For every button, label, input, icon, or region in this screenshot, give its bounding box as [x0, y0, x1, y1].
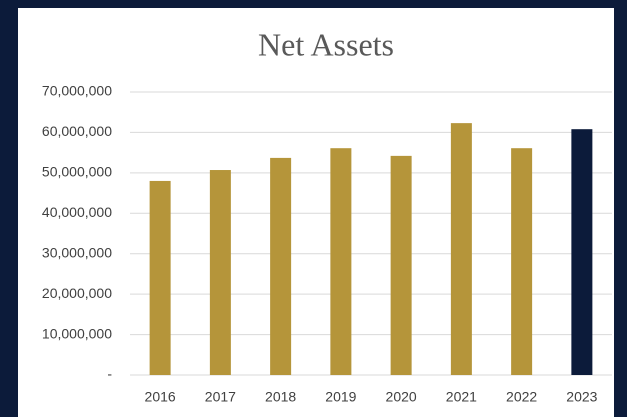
y-tick-label: 70,000,000: [42, 83, 112, 99]
bar: [209, 170, 231, 375]
x-tick-label: 2019: [325, 389, 356, 405]
bar: [571, 129, 593, 375]
bar: [450, 123, 472, 375]
bar: [330, 148, 352, 375]
x-tick-label: 2021: [446, 389, 477, 405]
chart-title: Net Assets: [258, 26, 394, 62]
y-tick-label: 50,000,000: [42, 164, 112, 180]
y-tick-label: -: [107, 366, 112, 382]
x-tick-label: 2023: [566, 389, 597, 405]
bar: [511, 148, 533, 375]
bar: [390, 155, 412, 375]
x-tick-label: 2018: [265, 389, 296, 405]
bar: [149, 180, 171, 375]
y-tick-label: 20,000,000: [42, 285, 112, 301]
x-tick-label: 2016: [145, 389, 176, 405]
y-tick-label: 10,000,000: [42, 325, 112, 341]
x-tick-label: 2022: [506, 389, 537, 405]
y-tick-label: 30,000,000: [42, 244, 112, 260]
x-tick-label: 2017: [205, 389, 236, 405]
x-tick-label: 2020: [386, 389, 417, 405]
bar: [270, 157, 292, 375]
y-tick-label: 60,000,000: [42, 123, 112, 139]
y-tick-label: 40,000,000: [42, 204, 112, 220]
